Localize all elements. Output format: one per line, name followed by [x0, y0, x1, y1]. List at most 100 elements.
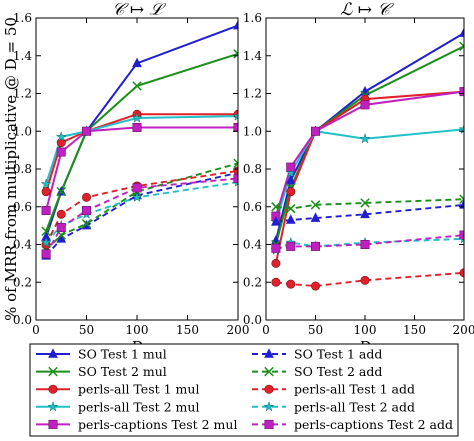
legend-label-so-test-1-add: SO Test 1 add — [294, 347, 382, 362]
left-point-perls-all-test-2-mul-3 — [131, 112, 143, 123]
left-series-group — [40, 19, 238, 260]
left-point-perls-all-test-2-add-3 — [131, 191, 143, 203]
left-line-perls-all-test-2-mul — [45, 115, 238, 185]
right-ytick-label: 1.4 — [243, 49, 262, 63]
left-point-perls-captions-test-2-mul-1 — [56, 147, 66, 157]
right-xtick-label: 100 — [354, 323, 377, 337]
right-line-so-test-1-add — [275, 203, 464, 223]
right-line-perls-all-test-1-add — [275, 271, 464, 287]
legend-marker-perls-all-test-2-mul — [47, 400, 59, 412]
left-ytick-label: 1.2 — [13, 87, 32, 101]
right-xtick-label: 150 — [403, 323, 426, 337]
left-point-perls-all-test-2-mul-0 — [40, 178, 52, 189]
left-point-so-test-2-mul-1 — [56, 186, 66, 197]
legend-label-perls-captions-test-2-add: perls-captions Test 2 add — [294, 417, 453, 432]
left-point-perls-captions-test-2-mul-3 — [132, 122, 142, 132]
left-point-perls-captions-test-2-add-1 — [56, 223, 66, 233]
left-ytick-label: 0.6 — [13, 200, 32, 214]
legend-label-perls-all-test-1-mul: perls-all Test 1 mul — [78, 382, 199, 397]
right-point-so-test-1-add-2 — [310, 212, 321, 222]
right-point-perls-all-test-1-add-0 — [271, 277, 281, 287]
left-xtick-label: 200 — [227, 323, 250, 337]
left-ytick-label: 0.0 — [13, 313, 32, 327]
right-point-so-test-2-add-3 — [360, 198, 370, 208]
right-xtick-label: 50 — [308, 323, 323, 337]
legend-marker-perls-all-test-2-add — [263, 400, 275, 412]
left-point-perls-all-test-1-mul-0 — [41, 187, 51, 197]
legend-marker-perls-captions-test-2-mul — [48, 419, 58, 429]
right-point-so-test-1-add-0 — [271, 216, 281, 226]
left-line-perls-all-test-2-add — [45, 181, 238, 244]
right-ytick-label: 0.4 — [243, 238, 262, 252]
left-point-perls-captions-test-2-mul-4 — [233, 122, 238, 132]
right-ytick-label: 1.0 — [243, 124, 262, 138]
right-point-so-test-1-mul-1 — [285, 174, 296, 185]
left-line-perls-all-test-1-add — [45, 169, 238, 245]
left-point-so-test-1-mul-3 — [132, 57, 142, 68]
right-point-perls-captions-test-2-add-0 — [271, 243, 281, 253]
legend-label-so-test-1-mul: SO Test 1 mul — [78, 347, 167, 362]
right-xtick-label: 0 — [262, 323, 270, 337]
right-point-so-test-2-add-1 — [286, 203, 296, 214]
left-point-so-test-2-mul-3 — [132, 81, 142, 91]
right-point-perls-captions-test-2-mul-3 — [360, 100, 370, 110]
y-axis-label: % of MRR from multiplicative @ D = 50 — [2, 17, 20, 321]
left-point-so-test-1-mul-4 — [233, 19, 238, 30]
right-point-so-test-1-mul-4 — [459, 27, 464, 37]
right-point-so-test-1-add-1 — [285, 214, 296, 224]
right-chart-title: ℒ ↦ 𝒞 — [340, 0, 394, 20]
legend-marker-so-test-1-add — [264, 348, 274, 358]
legend-marker-so-test-1-mul — [48, 348, 58, 358]
left-point-perls-all-test-1-mul-1 — [56, 138, 66, 148]
legend-label-so-test-2-mul: SO Test 2 mul — [78, 364, 167, 379]
left-point-perls-captions-test-2-add-2 — [82, 206, 92, 216]
legend-marker-so-test-2-add — [264, 366, 274, 377]
right-point-perls-all-test-1-add-1 — [286, 279, 296, 289]
right-point-so-test-2-add-2 — [310, 200, 321, 210]
left-xtick-label: 0 — [32, 323, 40, 337]
legend-label-so-test-2-add: SO Test 2 add — [294, 364, 382, 379]
left-point-perls-all-test-2-mul-1 — [55, 131, 67, 142]
right-line-so-test-1-mul — [274, 32, 464, 241]
right-point-perls-captions-test-2-mul-2 — [310, 126, 320, 136]
legend-marker-perls-all-test-1-add — [264, 384, 274, 394]
legend-marker-perls-all-test-1-mul — [48, 384, 58, 394]
left-ytick-label: 1.6 — [13, 11, 32, 25]
legend-label-perls-all-test-2-mul: perls-all Test 2 mul — [78, 399, 199, 414]
left-point-so-test-2-mul-0 — [41, 226, 51, 237]
right-ytick-label: 0.0 — [243, 313, 262, 327]
left-point-perls-all-test-1-add-1 — [56, 209, 66, 219]
left-line-so-test-2-add — [45, 162, 238, 251]
left-point-so-test-2-add-1 — [56, 230, 66, 240]
right-point-perls-captions-test-2-mul-1 — [286, 162, 296, 172]
left-point-perls-captions-test-2-add-3 — [132, 183, 142, 193]
left-point-perls-captions-test-2-add-4 — [233, 173, 238, 183]
left-ytick-label: 0.4 — [13, 238, 32, 252]
right-xtick-label: 200 — [453, 323, 474, 337]
left-point-perls-all-test-2-mul-4 — [232, 110, 238, 121]
right-ytick-label: 0.6 — [243, 200, 262, 214]
right-point-perls-captions-test-2-add-2 — [310, 241, 320, 251]
left-ytick-label: 1.0 — [13, 124, 32, 138]
right-ytick-label: 1.2 — [243, 87, 262, 101]
left-point-perls-captions-test-2-mul-0 — [41, 206, 51, 216]
left-chart-title: 𝒞 ↦ ℒ — [112, 0, 166, 20]
legend-box — [29, 343, 459, 437]
legend: SO Test 1 mul SO Test 1 add SO Test 2 mul S… — [29, 343, 459, 437]
right-point-so-test-2-add-0 — [271, 202, 281, 212]
right-series-group — [270, 27, 464, 291]
right-ytick-label: 0.8 — [243, 162, 262, 176]
legend-marker-so-test-2-mul — [48, 366, 58, 377]
left-point-perls-captions-test-2-mul-2 — [82, 126, 92, 136]
right-point-perls-all-test-1-mul-0 — [271, 258, 281, 268]
right-point-so-test-2-mul-4 — [459, 41, 464, 52]
right-point-perls-captions-test-2-add-1 — [286, 241, 296, 251]
left-point-perls-all-test-1-add-2 — [82, 192, 92, 202]
left-point-so-test-2-add-4 — [233, 158, 238, 169]
left-xtick-label: 50 — [79, 323, 94, 337]
left-chart-panel: 0.0 0.2 0.4 0.6 0.8 1.0 1.2 1.4 1.6 0 50 100 150 200 𝒞… — [13, 0, 250, 356]
right-point-so-test-1-add-4 — [459, 199, 464, 209]
left-xtick-label: 150 — [176, 323, 199, 337]
right-chart-panel: 0.0 0.2 0.4 0.6 0.8 1.0 1.2 1.4 1.6 0 50 100 150 200 ℒ… — [243, 0, 474, 356]
legend-marker-perls-captions-test-2-add — [264, 419, 274, 429]
